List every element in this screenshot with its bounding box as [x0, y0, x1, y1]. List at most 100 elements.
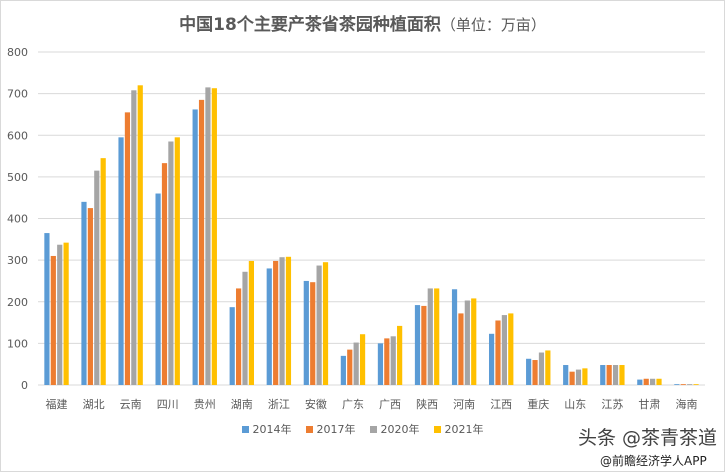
x-tick-label: 陕西 [416, 397, 438, 411]
y-tick-label: 400 [7, 213, 28, 226]
bar-甘肃-2014年 [637, 379, 643, 385]
x-tick-label: 重庆 [527, 397, 549, 411]
bar-重庆-2020年 [538, 352, 545, 385]
bar-浙江-2017年 [273, 260, 279, 385]
legend-item: 2017年 [305, 421, 356, 437]
legend-item: 2021年 [433, 421, 484, 437]
x-tick-label: 山东 [564, 398, 586, 411]
bar-海南-2014年 [674, 384, 680, 385]
bar-福建-2020年 [57, 244, 63, 385]
legend-swatch [241, 425, 249, 433]
bar-甘肃-2020年 [650, 378, 656, 385]
y-tick-label: 600 [7, 129, 28, 142]
bar-广东-2014年 [340, 355, 346, 385]
bar-湖南-2017年 [236, 288, 242, 385]
bar-山东-2020年 [575, 369, 582, 385]
bar-山东-2021年 [582, 368, 588, 385]
bar-广西-2014年 [377, 343, 384, 385]
unit-label: （单位：万亩） [440, 16, 546, 34]
legend-label: 2020年 [380, 423, 420, 436]
bar-云南-2020年 [131, 90, 137, 386]
bar-浙江-2021年 [285, 256, 292, 385]
bar-海南-2020年 [687, 384, 693, 385]
legend-label: 2017年 [316, 423, 356, 436]
x-tick-label: 广西 [379, 398, 401, 411]
bar-贵州-2020年 [205, 87, 211, 385]
y-tick-label: 0 [21, 379, 28, 392]
x-tick-label: 福建 [46, 397, 68, 411]
bar-福建-2021年 [63, 242, 69, 385]
y-tick-label: 500 [7, 171, 28, 184]
chart-title: 中国18个主要产茶省茶园种植面积（单位：万亩） [0, 10, 725, 35]
bar-甘肃-2017年 [643, 378, 649, 385]
bar-福建-2017年 [50, 255, 56, 385]
bar-广东-2021年 [359, 334, 366, 385]
bar-山东-2014年 [563, 365, 569, 385]
bar-江西-2020年 [501, 315, 507, 385]
bar-河南-2014年 [451, 289, 458, 385]
x-tick-label: 甘肃 [638, 398, 660, 411]
bar-江西-2014年 [488, 333, 495, 385]
bar-陕西-2017年 [421, 305, 427, 385]
x-tick-label: 四川 [157, 398, 179, 411]
bar-江苏-2020年 [612, 365, 619, 385]
legend-label: 2014年 [252, 423, 292, 436]
title-text: 中国18个主要产茶省茶园种植面积 [179, 15, 441, 35]
bar-广东-2020年 [353, 342, 359, 385]
bar-河南-2021年 [471, 298, 477, 385]
bar-云南-2021年 [137, 85, 143, 386]
bar-湖南-2014年 [229, 307, 235, 385]
bar-江苏-2017年 [606, 365, 612, 385]
bar-贵州-2021年 [211, 88, 217, 386]
bar-四川-2020年 [168, 141, 174, 385]
bar-浙江-2014年 [266, 268, 272, 385]
bar-江西-2017年 [495, 320, 501, 385]
x-tick-label: 江苏 [601, 398, 623, 411]
bar-湖南-2021年 [248, 260, 255, 385]
bar-湖南-2020年 [242, 271, 248, 385]
legend: 2014年 2017年 2020年 2021年 [0, 421, 725, 437]
bar-四川-2017年 [161, 163, 168, 385]
bar-四川-2021年 [174, 137, 180, 385]
legend-label: 2021年 [444, 423, 484, 436]
bar-广西-2017年 [384, 338, 390, 385]
bar-重庆-2017年 [532, 360, 538, 385]
legend-swatch [305, 425, 313, 433]
bar-陕西-2020年 [427, 288, 433, 385]
x-tick-label: 浙江 [268, 398, 290, 411]
x-tick-label: 贵州 [194, 398, 216, 411]
bar-安徽-2020年 [316, 265, 322, 385]
legend-swatch [369, 425, 377, 433]
bar-云南-2017年 [124, 112, 131, 385]
bar-甘肃-2021年 [656, 378, 662, 385]
bar-贵州-2014年 [192, 109, 198, 385]
bar-湖北-2017年 [87, 208, 93, 385]
x-tick-label: 广东 [342, 398, 364, 411]
y-tick-label: 300 [7, 254, 28, 267]
bar-河南-2017年 [458, 313, 464, 385]
watermark-qianzhan: @前瞻经济学人APP [600, 454, 707, 468]
x-tick-label: 云南 [120, 398, 142, 411]
bar-湖北-2021年 [100, 158, 106, 385]
bar-四川-2014年 [155, 193, 161, 385]
bar-山东-2017年 [569, 371, 575, 385]
bar-湖北-2020年 [94, 170, 100, 385]
bar-安徽-2021年 [322, 262, 329, 385]
bar-重庆-2014年 [526, 358, 532, 385]
bar-贵州-2017年 [198, 99, 205, 386]
y-tick-label: 700 [7, 88, 28, 101]
bar-安徽-2017年 [310, 282, 316, 385]
y-tick-label: 200 [7, 296, 28, 309]
bar-江苏-2021年 [619, 365, 625, 385]
x-tick-label: 海南 [675, 397, 697, 411]
x-tick-label: 湖北 [83, 398, 105, 411]
bar-福建-2014年 [44, 233, 50, 385]
bar-广东-2017年 [347, 349, 353, 385]
bar-江苏-2014年 [600, 365, 606, 385]
legend-item: 2014年 [241, 421, 292, 437]
bar-江西-2021年 [508, 313, 514, 385]
bar-海南-2021年 [693, 384, 699, 385]
bar-安徽-2014年 [303, 280, 309, 385]
bar-重庆-2021年 [545, 350, 551, 385]
